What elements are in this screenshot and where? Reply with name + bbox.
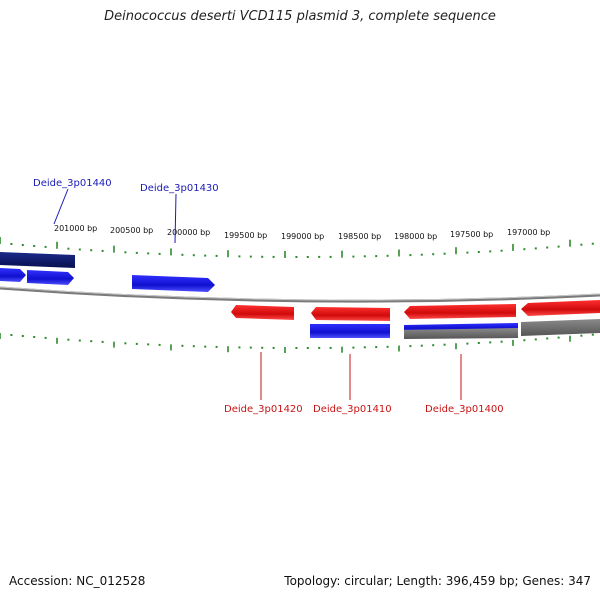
tick-label: 200000 bp (167, 228, 210, 237)
gene-deide-3p01440[interactable] (0, 252, 75, 268)
gene-deide-3p01400[interactable] (404, 304, 516, 319)
label-leaders (53, 188, 462, 400)
gene-forward[interactable] (27, 270, 74, 285)
accession-text: Accession: NC_012528 (9, 574, 146, 588)
gene-deide-3p01410[interactable] (311, 307, 390, 321)
gene-label-deide-3p01400: Deide_3p01400 (425, 404, 504, 415)
gene-grey-inner[interactable] (404, 328, 518, 339)
tick-labels: 201000 bp 200500 bp 200000 bp 199500 bp … (54, 224, 550, 241)
summary-text: Topology: circular; Length: 396,459 bp; … (284, 574, 591, 588)
tick-label: 197500 bp (450, 230, 493, 239)
gene-forward-inner[interactable] (310, 324, 390, 338)
outer-tick-row (0, 237, 594, 258)
gene-deide-3p01430[interactable] (132, 275, 215, 292)
gene-grey-inner[interactable] (521, 319, 600, 336)
tick-label: 199000 bp (281, 232, 324, 241)
gene-labels: Deide_3p01440 Deide_3p01430 Deide_3p0142… (33, 178, 504, 415)
tick-label: 201000 bp (54, 224, 97, 233)
tick-label: 199500 bp (224, 231, 267, 240)
inner-tick-row (0, 333, 594, 353)
tick-label: 200500 bp (110, 226, 153, 235)
backbone-arc-highlight (0, 286, 600, 301)
page-title: Deinococcus deserti VCD115 plasmid 3, co… (104, 9, 496, 24)
gene-label-deide-3p01420: Deide_3p01420 (224, 404, 303, 415)
gene-deide-3p01420[interactable] (231, 305, 294, 320)
gene-label-deide-3p01410: Deide_3p01410 (313, 404, 392, 415)
gene-forward[interactable] (0, 268, 26, 282)
backbone-arc (0, 286, 600, 303)
tick-label: 198500 bp (338, 232, 381, 241)
tick-label: 198000 bp (394, 232, 437, 241)
gene-label-deide-3p01430: Deide_3p01430 (140, 183, 219, 194)
gene-label-deide-3p01440: Deide_3p01440 (33, 178, 112, 189)
tick-label: 197000 bp (507, 228, 550, 237)
gene-reverse[interactable] (521, 300, 600, 316)
